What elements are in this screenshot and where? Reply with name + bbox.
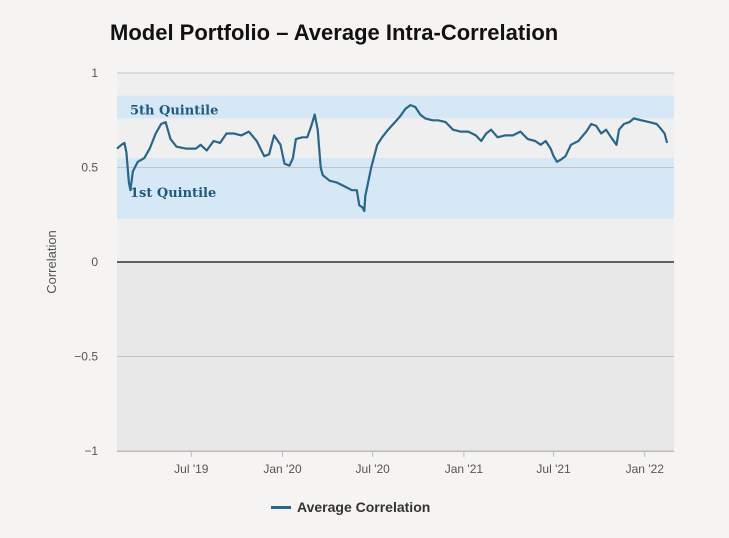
legend-label: Average Correlation: [297, 499, 431, 515]
x-tick-label-0: Jul '19: [174, 462, 209, 476]
x-tick-label-2: Jul '20: [356, 462, 391, 476]
y-tick-label-1: 0.5: [81, 161, 98, 175]
quintile-5-label: 5th Quintile: [130, 104, 218, 119]
y-tick-label-3: −0.5: [74, 350, 98, 364]
legend-line-swatch: [271, 505, 291, 509]
series-line-0: [116, 104, 669, 213]
y-tick-label-2: 0: [91, 255, 98, 269]
y-tick-label-0: 1: [91, 66, 98, 80]
y-axis-title: Correlation: [44, 230, 59, 294]
x-tick-label-5: Jan '22: [626, 462, 665, 476]
x-tick-label-1: Jan '20: [263, 462, 302, 476]
quintile-band-1: [117, 95, 674, 119]
x-tick-label-3: Jan '21: [445, 462, 484, 476]
quintile-band-2: [117, 158, 674, 219]
x-tick-label-4: Jul '21: [536, 462, 571, 476]
chart-legend[interactable]: Average Correlation: [271, 499, 430, 515]
y-tick-label-4: −1: [84, 444, 98, 458]
quintile-1-label: 1st Quintile: [130, 186, 216, 201]
chart-title: Model Portfolio – Average Intra-Correlat…: [110, 20, 559, 45]
